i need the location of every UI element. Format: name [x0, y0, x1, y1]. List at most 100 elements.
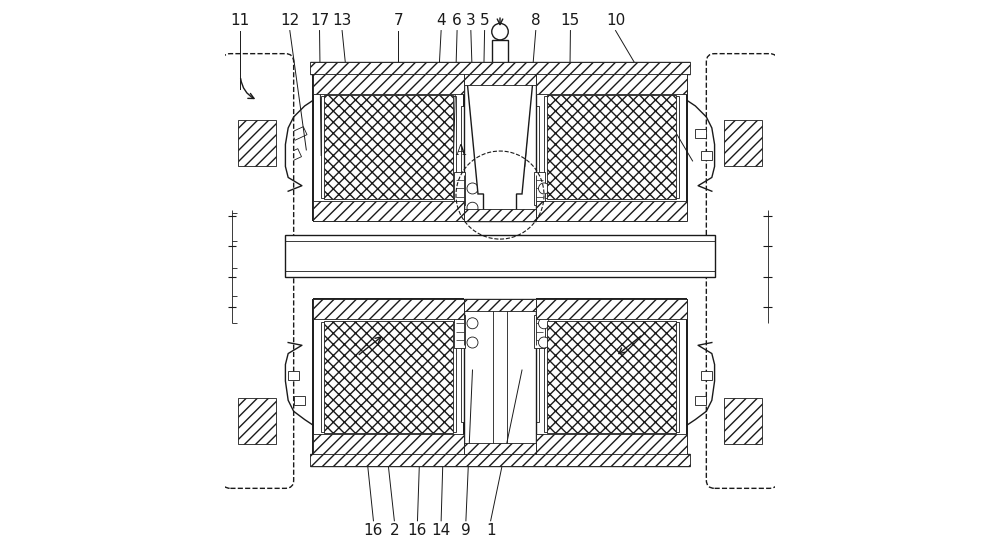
Bar: [431, 436, 442, 452]
Bar: [724, 119, 762, 166]
Bar: [536, 201, 687, 222]
Bar: [335, 202, 346, 219]
Bar: [461, 106, 472, 189]
Bar: [701, 371, 712, 380]
Bar: [478, 69, 522, 76]
Text: 13: 13: [332, 13, 352, 28]
Bar: [558, 76, 569, 92]
Bar: [238, 119, 276, 166]
Bar: [724, 398, 762, 444]
Circle shape: [467, 318, 478, 329]
Bar: [654, 202, 665, 219]
Circle shape: [539, 337, 550, 348]
Bar: [654, 301, 665, 318]
Bar: [492, 40, 508, 73]
Bar: [701, 151, 712, 160]
Bar: [695, 129, 706, 138]
Text: 5: 5: [480, 13, 489, 28]
Bar: [665, 202, 676, 219]
Bar: [321, 96, 333, 199]
Circle shape: [467, 202, 478, 213]
Text: 3: 3: [466, 13, 476, 28]
Bar: [442, 301, 453, 318]
Bar: [335, 76, 346, 92]
Bar: [558, 202, 569, 219]
Bar: [442, 436, 453, 452]
Bar: [324, 202, 335, 219]
Bar: [534, 315, 545, 348]
Bar: [547, 76, 558, 92]
FancyBboxPatch shape: [706, 54, 778, 488]
Bar: [431, 202, 442, 219]
Bar: [547, 301, 558, 318]
Text: 7: 7: [393, 13, 403, 28]
Circle shape: [539, 183, 550, 194]
Bar: [313, 435, 464, 455]
Bar: [324, 301, 335, 318]
Text: 15: 15: [561, 13, 580, 28]
Bar: [544, 96, 556, 199]
Circle shape: [492, 23, 508, 40]
Text: 1: 1: [486, 523, 495, 538]
Bar: [442, 202, 453, 219]
Circle shape: [467, 183, 478, 194]
Text: 16: 16: [408, 523, 427, 538]
Bar: [324, 436, 335, 452]
Text: 11: 11: [231, 13, 250, 28]
Bar: [493, 304, 507, 450]
Bar: [335, 436, 346, 452]
Bar: [464, 210, 536, 222]
Bar: [558, 301, 569, 318]
Bar: [285, 235, 715, 276]
Bar: [667, 96, 679, 199]
Bar: [464, 299, 536, 455]
Bar: [654, 76, 665, 92]
Bar: [654, 436, 665, 452]
Bar: [464, 73, 536, 85]
Bar: [461, 331, 472, 422]
Bar: [454, 172, 465, 205]
Bar: [547, 321, 676, 434]
Bar: [431, 76, 442, 92]
Bar: [454, 315, 465, 348]
Bar: [536, 435, 687, 455]
Bar: [547, 202, 558, 219]
Bar: [558, 436, 569, 452]
Bar: [489, 202, 511, 216]
Bar: [313, 201, 464, 222]
Bar: [335, 301, 346, 318]
Text: 12: 12: [280, 13, 299, 28]
Bar: [313, 73, 464, 94]
Text: 8: 8: [531, 13, 541, 28]
FancyBboxPatch shape: [222, 54, 294, 488]
Bar: [665, 76, 676, 92]
Bar: [665, 301, 676, 318]
Bar: [444, 322, 456, 432]
Bar: [528, 331, 539, 422]
Circle shape: [539, 202, 550, 213]
Bar: [324, 95, 453, 200]
Text: 2: 2: [390, 523, 399, 538]
Bar: [536, 73, 687, 94]
Bar: [695, 396, 706, 405]
Bar: [313, 299, 464, 320]
Circle shape: [467, 337, 478, 348]
Text: 16: 16: [364, 523, 383, 538]
Bar: [431, 301, 442, 318]
Bar: [536, 299, 687, 320]
FancyBboxPatch shape: [291, 127, 307, 140]
Bar: [444, 96, 456, 199]
Bar: [544, 322, 556, 432]
Bar: [310, 62, 690, 74]
Bar: [324, 76, 335, 92]
Polygon shape: [467, 80, 533, 211]
Text: 14: 14: [432, 523, 451, 538]
Bar: [464, 443, 536, 455]
Bar: [493, 213, 507, 222]
Bar: [288, 371, 299, 380]
Text: 4: 4: [436, 13, 446, 28]
Text: 9: 9: [461, 523, 471, 538]
Bar: [294, 396, 305, 405]
Bar: [665, 436, 676, 452]
Bar: [547, 436, 558, 452]
